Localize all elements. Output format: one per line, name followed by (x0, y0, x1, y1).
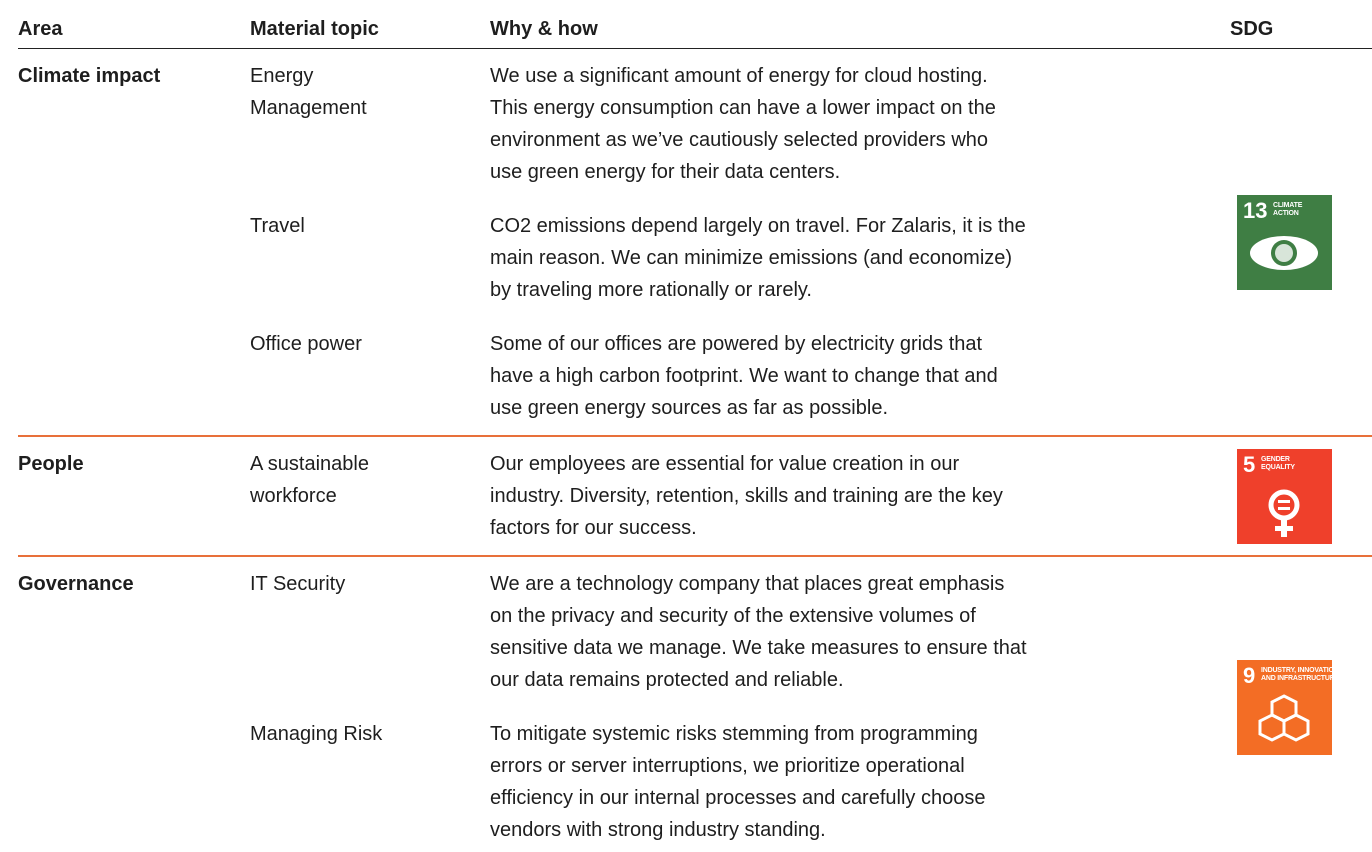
sdg-label: INDUSTRY, INNOVATION AND INFRASTRUCTURE (1261, 667, 1339, 683)
why-line: use green energy for their data centers. (490, 161, 841, 183)
area-cell: Climate impact (18, 65, 161, 87)
topic-line: Management (250, 97, 367, 119)
topic-cell: Office power (250, 317, 490, 435)
why-line: We use a significant amount of energy fo… (490, 65, 988, 87)
sdg-label: CLIMATE ACTION (1273, 202, 1302, 218)
header-cell: Material topic (250, 18, 379, 40)
topic-line: Energy (250, 65, 314, 87)
why-line: industry. Diversity, retention, skills a… (490, 485, 1003, 507)
sdg-cell: 13 CLIMATE ACTION (1230, 49, 1372, 435)
group: People A sustainable workforce Our employee… (18, 437, 1372, 557)
header-cell: Why & how (490, 18, 598, 40)
sdg-number: 9 (1243, 662, 1256, 688)
why-line: vendors with strong industry standing. (490, 819, 826, 841)
sdg-pictogram (1250, 235, 1318, 270)
sdg-icon: 13 CLIMATE ACTION (1237, 194, 1332, 290)
why-line: use green energy sources as far as possi… (490, 397, 888, 419)
sdg-cell: 9 INDUSTRY, INNOVATION AND INFRASTRUCTURE (1230, 557, 1372, 852)
sdg-label-line: CLIMATE (1273, 201, 1303, 209)
table-body: Climate impact Energy Management We use a s… (18, 49, 1372, 852)
topic-cell: IT Security (250, 557, 490, 707)
sdg-pictogram (1258, 693, 1310, 742)
topic-cell: A sustainable workforce (250, 437, 490, 555)
topic-cell: Travel (250, 199, 490, 317)
topic-line: Office power (250, 333, 362, 355)
why-line: Some of our offices are powered by elect… (490, 333, 983, 355)
sdg-icon: 9 INDUSTRY, INNOVATION AND INFRASTRUCTURE (1237, 659, 1339, 755)
sdg-label: GENDER EQUALITY (1261, 456, 1295, 472)
why-cell: Some of our offices are powered by elect… (490, 317, 1230, 435)
why-line: We are a technology company that places … (490, 573, 1005, 595)
topic-line: IT Security (250, 573, 346, 595)
why-line: by traveling more rationally or rarely. (490, 279, 812, 301)
why-cell: CO2 emissions depend largely on travel. … (490, 199, 1230, 317)
topic-line: Managing Risk (250, 723, 383, 745)
why-cell: We are a technology company that places … (490, 557, 1230, 707)
why-line: Our employees are essential for value cr… (490, 453, 960, 475)
topic-line: workforce (250, 485, 337, 507)
why-line: To mitigate systemic risks stemming from… (490, 723, 978, 745)
sdg-number: 5 (1243, 451, 1256, 477)
sdg-label-line: AND INFRASTRUCTURE (1261, 674, 1340, 682)
why-line: on the privacy and security of the exten… (490, 605, 976, 627)
why-cell: Our employees are essential for value cr… (490, 437, 1230, 555)
sdg-label-line: GENDER (1261, 455, 1290, 463)
sdg-cell: 5 GENDER EQUALITY (1230, 437, 1372, 555)
why-line: environment as we’ve cautiously selected… (490, 129, 989, 151)
area-cell: People (18, 453, 84, 475)
topic-line: Travel (250, 215, 305, 237)
why-line: This energy consumption can have a lower… (490, 97, 996, 119)
why-line: errors or server interruptions, we prior… (490, 755, 965, 777)
topic-line: A sustainable (250, 453, 369, 475)
header-cell: SDG (1230, 18, 1274, 40)
why-line: have a high carbon footprint. We want to… (490, 365, 998, 387)
why-cell: To mitigate systemic risks stemming from… (490, 707, 1230, 852)
why-line: our data remains protected and reliable. (490, 669, 844, 691)
why-line: main reason. We can minimize emissions (… (490, 247, 1013, 269)
why-cell: We use a significant amount of energy fo… (490, 49, 1230, 199)
topic-cell: Energy Management (250, 49, 490, 199)
header-cell: Area (18, 18, 63, 40)
why-line: sensitive data we manage. We take measur… (490, 637, 1027, 659)
group: Climate impact Energy Management We use a s… (18, 49, 1372, 437)
topic-cell: Managing Risk (250, 707, 490, 852)
group: Governance IT Security We are a technology… (18, 557, 1372, 852)
why-line: CO2 emissions depend largely on travel. … (490, 215, 1026, 237)
table-header: Area Material topic Why & how SDG (18, 0, 1372, 49)
sdg-label-line: ACTION (1273, 209, 1299, 217)
area-cell: Governance (18, 573, 134, 595)
sdg-label-line: INDUSTRY, INNOVATION (1261, 666, 1339, 674)
sdg-icon: 5 GENDER EQUALITY (1237, 448, 1332, 544)
sdg-pictogram (1268, 489, 1300, 537)
sdg-label-line: EQUALITY (1261, 463, 1295, 471)
why-line: factors for our success. (490, 517, 697, 539)
sdg-number: 13 (1243, 197, 1268, 223)
why-line: efficiency in our internal processes and… (490, 787, 986, 809)
